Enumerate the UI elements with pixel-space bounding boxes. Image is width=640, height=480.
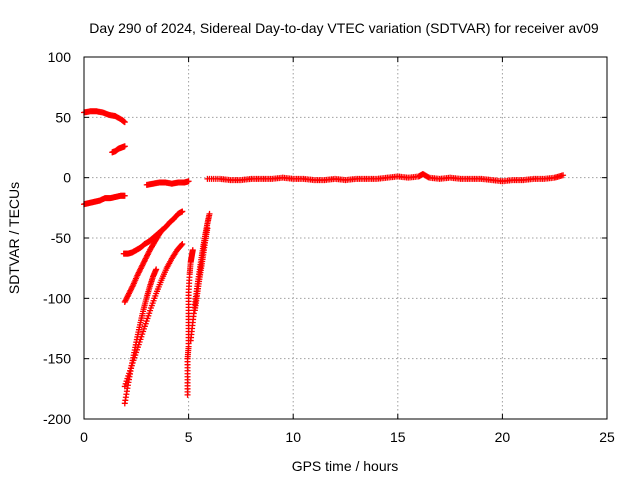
- y-tick-label: -200: [43, 411, 71, 427]
- grid-layer: [84, 57, 607, 419]
- data-point-marker: [185, 178, 192, 185]
- data-point-marker: [159, 226, 166, 233]
- series-arc-4: [121, 241, 186, 390]
- series-early-near-zero: [81, 192, 128, 208]
- x-tick-label: 15: [390, 429, 406, 445]
- y-tick-label: -50: [51, 230, 71, 246]
- series-arc-2: [121, 226, 166, 305]
- data-point-marker: [121, 192, 128, 199]
- x-tick-label: 5: [185, 429, 193, 445]
- y-tick-label: 50: [55, 109, 71, 125]
- data-point-marker: [179, 241, 186, 248]
- series-arc-3: [121, 266, 160, 407]
- x-tick-label: 25: [599, 429, 615, 445]
- data-point-marker: [153, 266, 160, 273]
- series-early-arc-top: [81, 108, 128, 126]
- data-point-marker: [179, 208, 186, 215]
- x-tick-label: 10: [285, 429, 301, 445]
- data-point-marker: [158, 227, 165, 234]
- tick-label-layer: 0 5 10 15 20 25 -200 -150 -100 -50 0 50 100: [43, 49, 615, 445]
- x-tick-label: 20: [495, 429, 511, 445]
- x-tick-label: 0: [80, 429, 88, 445]
- y-tick-label: 0: [63, 170, 71, 186]
- series-layer: [81, 108, 567, 407]
- x-axis-label: GPS time / hours: [292, 458, 399, 474]
- data-point-marker: [178, 242, 185, 249]
- data-point-marker: [204, 225, 211, 232]
- data-point-marker: [560, 172, 567, 179]
- data-point-marker: [121, 143, 128, 150]
- data-point-marker: [206, 210, 213, 217]
- data-point-marker: [189, 247, 196, 254]
- y-tick-label: -100: [43, 290, 71, 306]
- y-axis-label: SDTVAR / TECUs: [6, 182, 22, 294]
- y-tick-label: -150: [43, 351, 71, 367]
- series-daytime-near-zero: [204, 171, 567, 185]
- plot-frame: [83, 56, 608, 420]
- series-steep-arc-2: [191, 225, 211, 314]
- chart-title: Day 290 of 2024, Sidereal Day-to-day VTE…: [89, 20, 599, 36]
- series-evening-near-zero: [143, 178, 192, 188]
- data-point-marker: [121, 119, 128, 126]
- series-mid-arc-up: [109, 143, 128, 156]
- y-tick-label: 100: [48, 49, 72, 65]
